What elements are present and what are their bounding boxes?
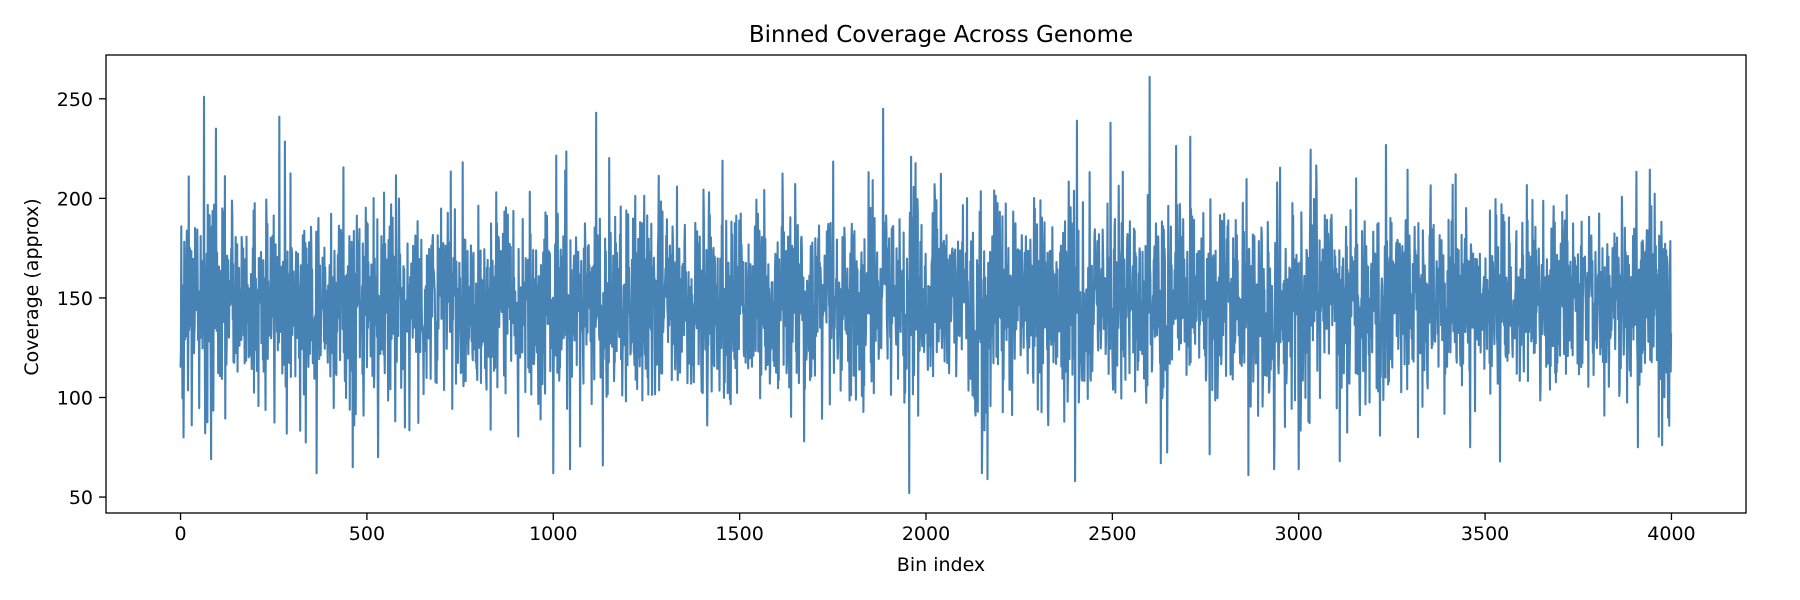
x-tick-label: 2500 [1088,523,1136,545]
x-tick-label: 3500 [1461,523,1509,545]
x-tick-label: 0 [174,523,186,545]
plot-area [105,54,1747,514]
x-tick-label: 1500 [715,523,763,545]
chart-title: Binned Coverage Across Genome [749,22,1133,48]
x-axis-label: Bin index [897,554,985,576]
y-axis-label: Coverage (approx) [21,198,43,375]
series-line-coverage [179,75,1673,495]
x-tick-label: 2000 [902,523,950,545]
y-axis: 50 100 150 200 250 [57,89,106,509]
x-tick-label: 500 [349,523,385,545]
y-tick-label: 150 [57,288,93,310]
x-tick-label: 3000 [1275,523,1323,545]
y-tick-label: 250 [57,89,93,111]
x-tick-label: 4000 [1647,523,1695,545]
y-tick-label: 200 [57,188,93,210]
x-tick-label: 1000 [529,523,577,545]
y-tick-label: 50 [69,487,93,509]
y-tick-label: 100 [57,388,93,410]
x-axis: 0 500 1000 1500 2000 2500 3000 3500 4000 [174,513,1696,545]
